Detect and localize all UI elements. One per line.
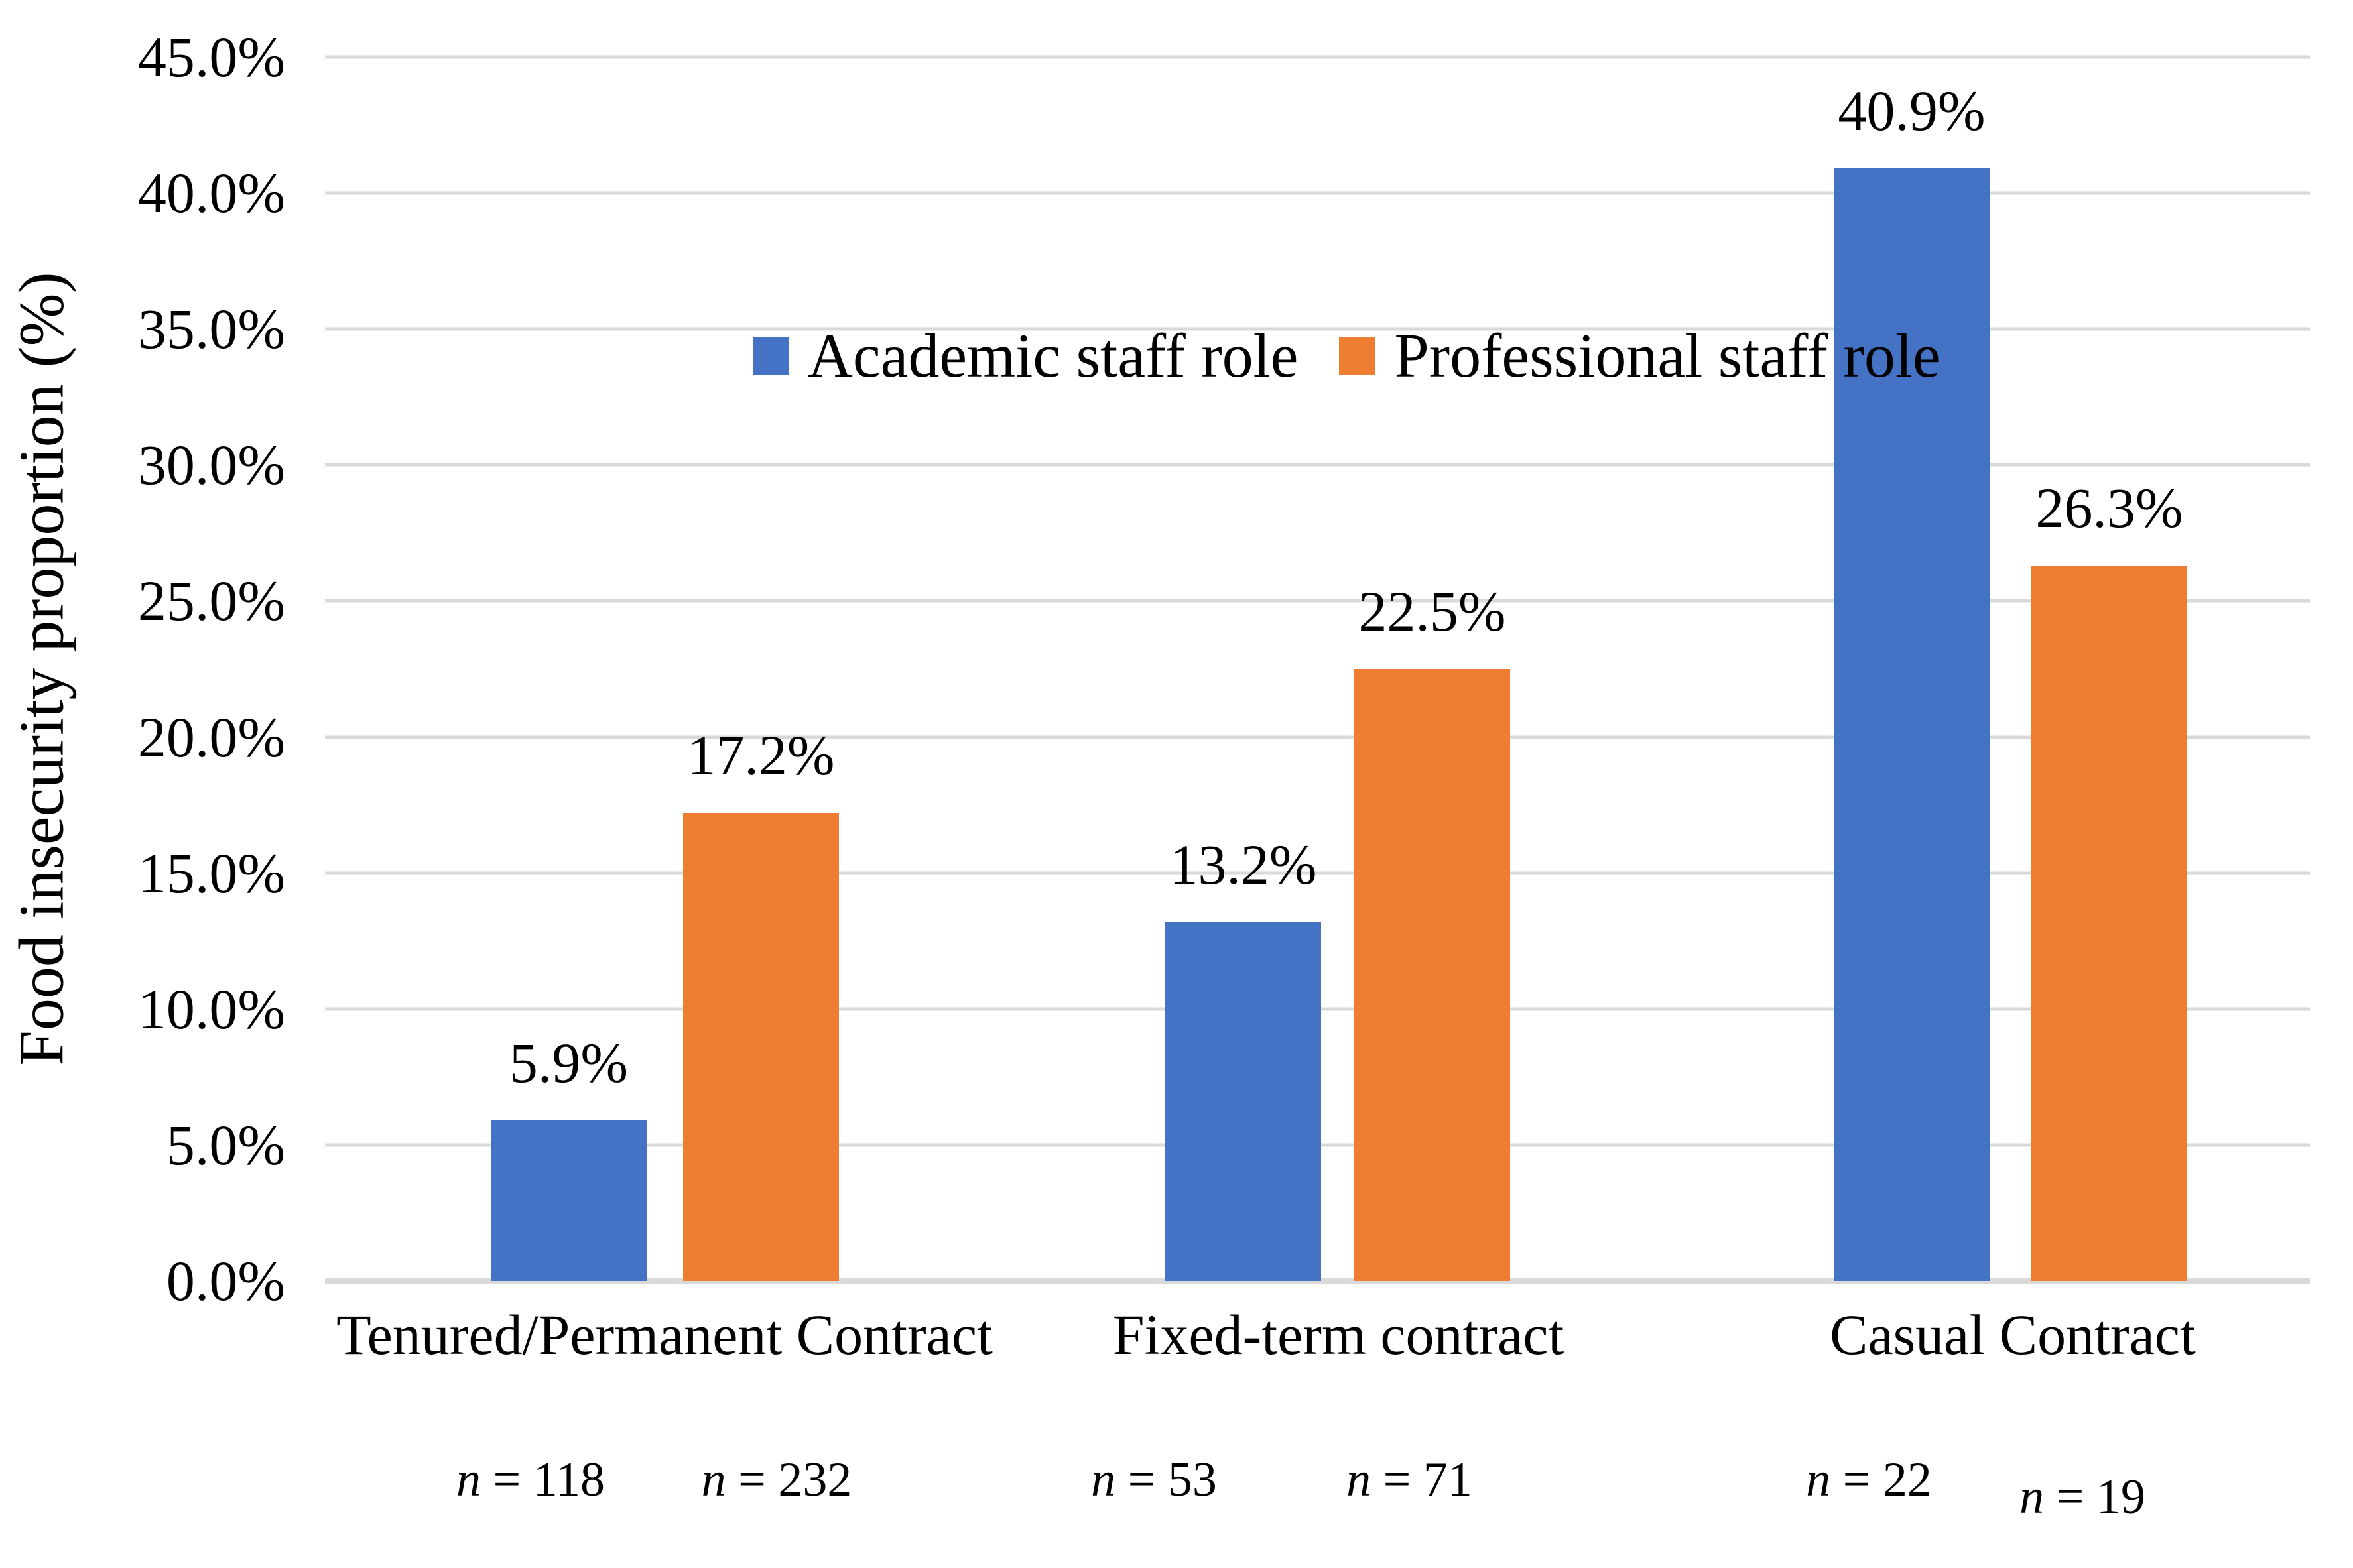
legend-label-academic: Academic staff role: [808, 322, 1299, 391]
y-tick-label: 5.0%: [166, 1113, 285, 1177]
bar-value-label: 22.5%: [1358, 579, 1506, 643]
bar-value-label: 26.3%: [2035, 476, 2183, 540]
bar-professional-casual: [2031, 566, 2187, 1281]
legend-item-professional: Professional staff role: [1339, 325, 1940, 387]
x-axis-line: [325, 1278, 2310, 1284]
category-label: Tenured/Permanent Contract: [336, 1303, 993, 1366]
y-tick-label: 15.0%: [137, 841, 285, 905]
gridline: [325, 463, 2310, 467]
bar-professional-tenured: [683, 813, 839, 1281]
y-tick-label: 40.0%: [137, 161, 285, 225]
sample-size-label: n = 232: [701, 1453, 852, 1507]
y-tick-label: 0.0%: [166, 1249, 285, 1313]
category-label: Casual Contract: [1830, 1303, 2196, 1366]
bar-academic-fixed-term: [1165, 922, 1321, 1281]
y-tick-label: 10.0%: [137, 977, 285, 1041]
sample-size-label: n = 53: [1091, 1453, 1217, 1507]
bar-academic-casual: [1834, 168, 1990, 1281]
y-tick-label: 35.0%: [137, 297, 285, 361]
y-axis-title: Food insecurity proportion (%): [5, 272, 77, 1066]
bar-value-label: 17.2%: [687, 723, 835, 788]
legend-swatch-professional-icon: [1339, 337, 1376, 375]
y-tick-label: 30.0%: [137, 433, 285, 497]
sample-size-label: n = 71: [1346, 1453, 1472, 1507]
legend-swatch-academic-icon: [753, 337, 789, 375]
gridline: [325, 55, 2310, 59]
gridline: [325, 599, 2310, 603]
bar-professional-fixed-term: [1354, 669, 1510, 1281]
gridline: [325, 327, 2310, 331]
bar-value-label: 40.9%: [1838, 79, 1986, 143]
sample-size-label: n = 19: [2019, 1470, 2145, 1524]
bar-value-label: 13.2%: [1169, 832, 1317, 896]
plot-area: 5.9% 17.2% 13.2% 22.5% 40.9% 26.3% Academic s…: [325, 55, 2310, 1284]
legend: Academic staff role Professional staff r…: [753, 325, 1940, 387]
y-tick-label: 20.0%: [137, 705, 285, 769]
legend-label-professional: Professional staff role: [1394, 322, 1940, 391]
gridline: [325, 735, 2310, 739]
sample-size-label: n = 118: [456, 1453, 605, 1507]
gridline: [325, 871, 2310, 875]
bar-value-label: 5.9%: [509, 1030, 629, 1095]
category-label: Fixed-term contract: [1112, 1303, 1564, 1366]
sample-size-label: n = 22: [1806, 1453, 1932, 1507]
y-tick-label: 25.0%: [137, 569, 285, 633]
gridline: [325, 191, 2310, 195]
bar-academic-tenured: [491, 1120, 647, 1281]
legend-item-academic: Academic staff role: [753, 325, 1298, 387]
y-tick-label: 45.0%: [137, 25, 285, 89]
